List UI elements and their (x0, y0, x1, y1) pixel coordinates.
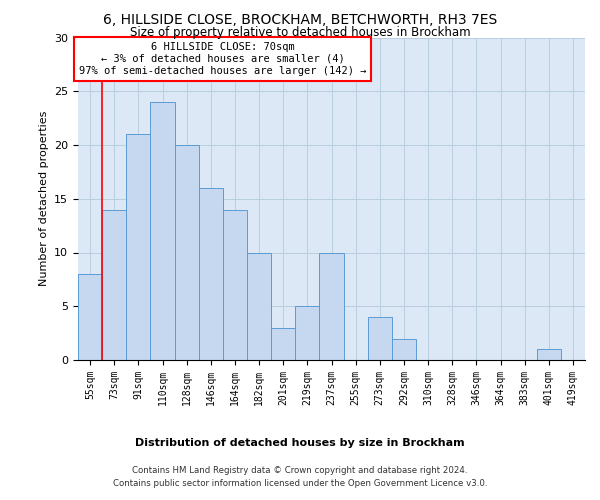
Text: 6 HILLSIDE CLOSE: 70sqm
← 3% of detached houses are smaller (4)
97% of semi-deta: 6 HILLSIDE CLOSE: 70sqm ← 3% of detached… (79, 42, 366, 76)
Bar (392, 338, 416, 360)
Bar (126, 134, 151, 360)
Bar (368, 317, 392, 360)
Text: Contains HM Land Registry data © Crown copyright and database right 2024.
Contai: Contains HM Land Registry data © Crown c… (113, 466, 487, 487)
Bar (319, 252, 344, 360)
Bar (295, 306, 319, 360)
Bar (102, 210, 126, 360)
Bar (223, 210, 247, 360)
Bar (78, 274, 102, 360)
Bar (271, 328, 295, 360)
Text: 6, HILLSIDE CLOSE, BROCKHAM, BETCHWORTH, RH3 7ES: 6, HILLSIDE CLOSE, BROCKHAM, BETCHWORTH,… (103, 12, 497, 26)
Y-axis label: Number of detached properties: Number of detached properties (38, 111, 49, 286)
Bar (175, 145, 199, 360)
Text: Size of property relative to detached houses in Brockham: Size of property relative to detached ho… (130, 26, 470, 39)
Bar (151, 102, 175, 360)
Bar (247, 252, 271, 360)
Bar (199, 188, 223, 360)
Bar (537, 349, 561, 360)
Text: Distribution of detached houses by size in Brockham: Distribution of detached houses by size … (135, 438, 465, 448)
